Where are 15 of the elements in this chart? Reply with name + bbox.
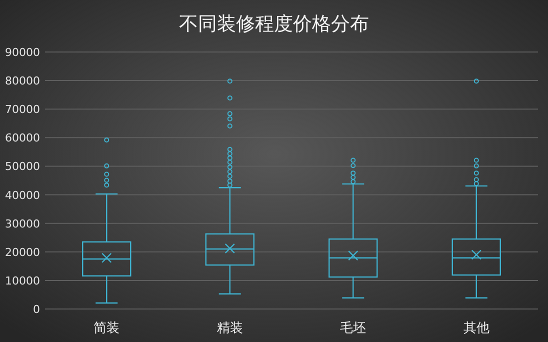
x-tick-label: 简装 — [94, 321, 120, 336]
y-tick-label: 10000 — [5, 274, 40, 288]
y-tick-label: 70000 — [5, 103, 40, 116]
y-tick-label: 30000 — [5, 217, 40, 230]
y-tick-label: 60000 — [5, 132, 40, 145]
y-tick-label: 0 — [33, 303, 40, 316]
title: 不同装修程度价格分布 — [179, 13, 369, 35]
y-tick-label: 90000 — [5, 46, 40, 59]
x-tick-label: 其他 — [463, 321, 490, 336]
y-tick-label: 50000 — [5, 160, 40, 174]
y-tick-label: 80000 — [5, 74, 40, 88]
x-tick-label: 毛坯 — [340, 321, 366, 336]
y-tick-label: 40000 — [5, 188, 40, 202]
x-tick-label: 精装 — [216, 321, 243, 336]
y-tick-label: 20000 — [5, 246, 40, 259]
